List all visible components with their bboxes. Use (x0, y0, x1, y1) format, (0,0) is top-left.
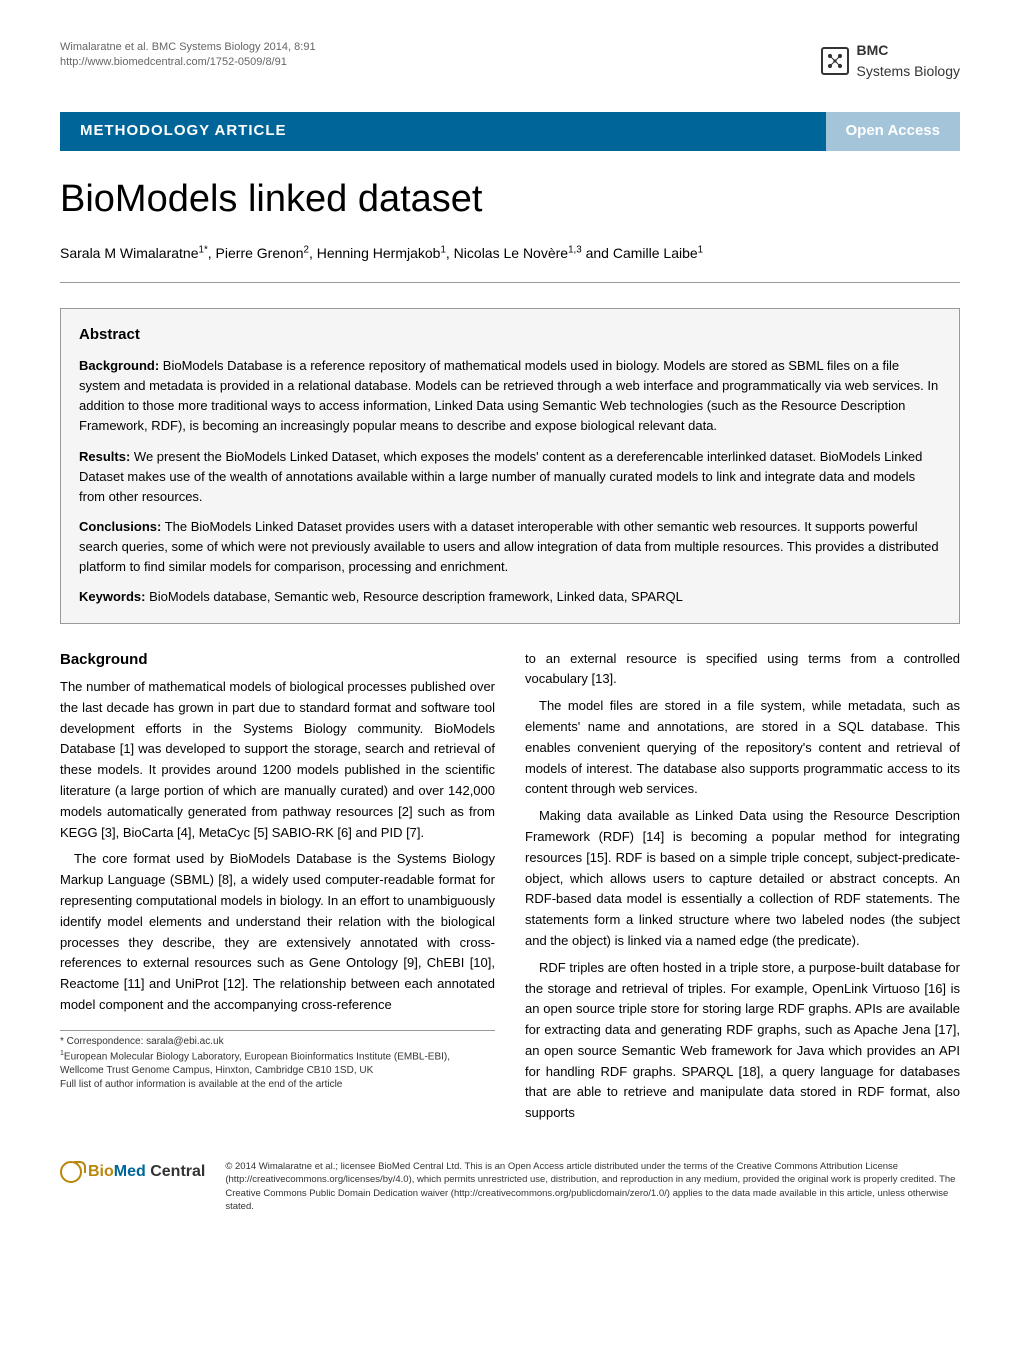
page-header: Wimalaratne et al. BMC Systems Biology 2… (60, 40, 960, 82)
correspondence-block: * Correspondence: sarala@ebi.ac.uk 1Euro… (60, 1030, 495, 1092)
body-right-p2: The model files are stored in a file sys… (525, 696, 960, 800)
background-text: BioModels Database is a reference reposi… (79, 358, 938, 433)
results-text: We present the BioModels Linked Dataset,… (79, 449, 922, 504)
page-container: Wimalaratne et al. BMC Systems Biology 2… (0, 0, 1020, 1253)
right-column: to an external resource is specified usi… (525, 649, 960, 1131)
article-type-label: METHODOLOGY ARTICLE (60, 112, 826, 151)
authors-line: Sarala M Wimalaratne1*, Pierre Grenon2, … (60, 243, 960, 283)
open-access-label: Open Access (826, 112, 961, 151)
body-left-p1: The number of mathematical models of bio… (60, 677, 495, 843)
background-label: Background: (79, 358, 159, 373)
background-section-title: Background (60, 649, 495, 672)
license-text: © 2014 Wimalaratne et al.; licensee BioM… (225, 1160, 960, 1213)
bmc-network-icon (825, 51, 845, 71)
journal-logo: BMC Systems Biology (821, 40, 960, 82)
left-column: Background The number of mathematical mo… (60, 649, 495, 1131)
bmc-logo-icon (821, 47, 849, 75)
abstract-keywords: Keywords: BioModels database, Semantic w… (79, 587, 941, 607)
results-label: Results: (79, 449, 130, 464)
citation-block: Wimalaratne et al. BMC Systems Biology 2… (60, 40, 316, 71)
body-right-p3: Making data available as Linked Data usi… (525, 806, 960, 952)
correspondence-note: Full list of author information is avail… (60, 1078, 495, 1092)
body-right-p4: RDF triples are often hosted in a triple… (525, 958, 960, 1124)
keywords-text: BioModels database, Semantic web, Resour… (145, 589, 682, 604)
keywords-label: Keywords: (79, 589, 145, 604)
abstract-results: Results: We present the BioModels Linked… (79, 447, 941, 507)
correspondence-email: * Correspondence: sarala@ebi.ac.uk (60, 1035, 495, 1049)
correspondence-affiliation: 1European Molecular Biology Laboratory, … (60, 1049, 495, 1078)
biomed-central-logo: BioMed Central (60, 1160, 205, 1184)
citation-url: http://www.biomedcentral.com/1752-0509/8… (60, 55, 316, 70)
conclusions-label: Conclusions: (79, 519, 161, 534)
conclusions-text: The BioModels Linked Dataset provides us… (79, 519, 939, 574)
footer: BioMed Central © 2014 Wimalaratne et al.… (60, 1150, 960, 1213)
abstract-box: Abstract Background: BioModels Database … (60, 308, 960, 624)
journal-name-block: BMC Systems Biology (857, 40, 960, 82)
body-right-p1: to an external resource is specified usi… (525, 649, 960, 691)
body-columns: Background The number of mathematical mo… (60, 649, 960, 1131)
journal-name: Systems Biology (857, 63, 960, 79)
abstract-conclusions: Conclusions: The BioModels Linked Datase… (79, 517, 941, 577)
article-type-banner: METHODOLOGY ARTICLE Open Access (60, 112, 960, 151)
article-title: BioModels linked dataset (60, 171, 960, 228)
biomed-logo-text: BioMed Central (88, 1160, 205, 1184)
journal-prefix: BMC (857, 42, 889, 58)
citation-line-1: Wimalaratne et al. BMC Systems Biology 2… (60, 40, 316, 55)
abstract-background: Background: BioModels Database is a refe… (79, 356, 941, 437)
biomed-swirl-icon (60, 1161, 82, 1183)
abstract-heading: Abstract (79, 324, 941, 347)
body-left-p2: The core format used by BioModels Databa… (60, 849, 495, 1015)
